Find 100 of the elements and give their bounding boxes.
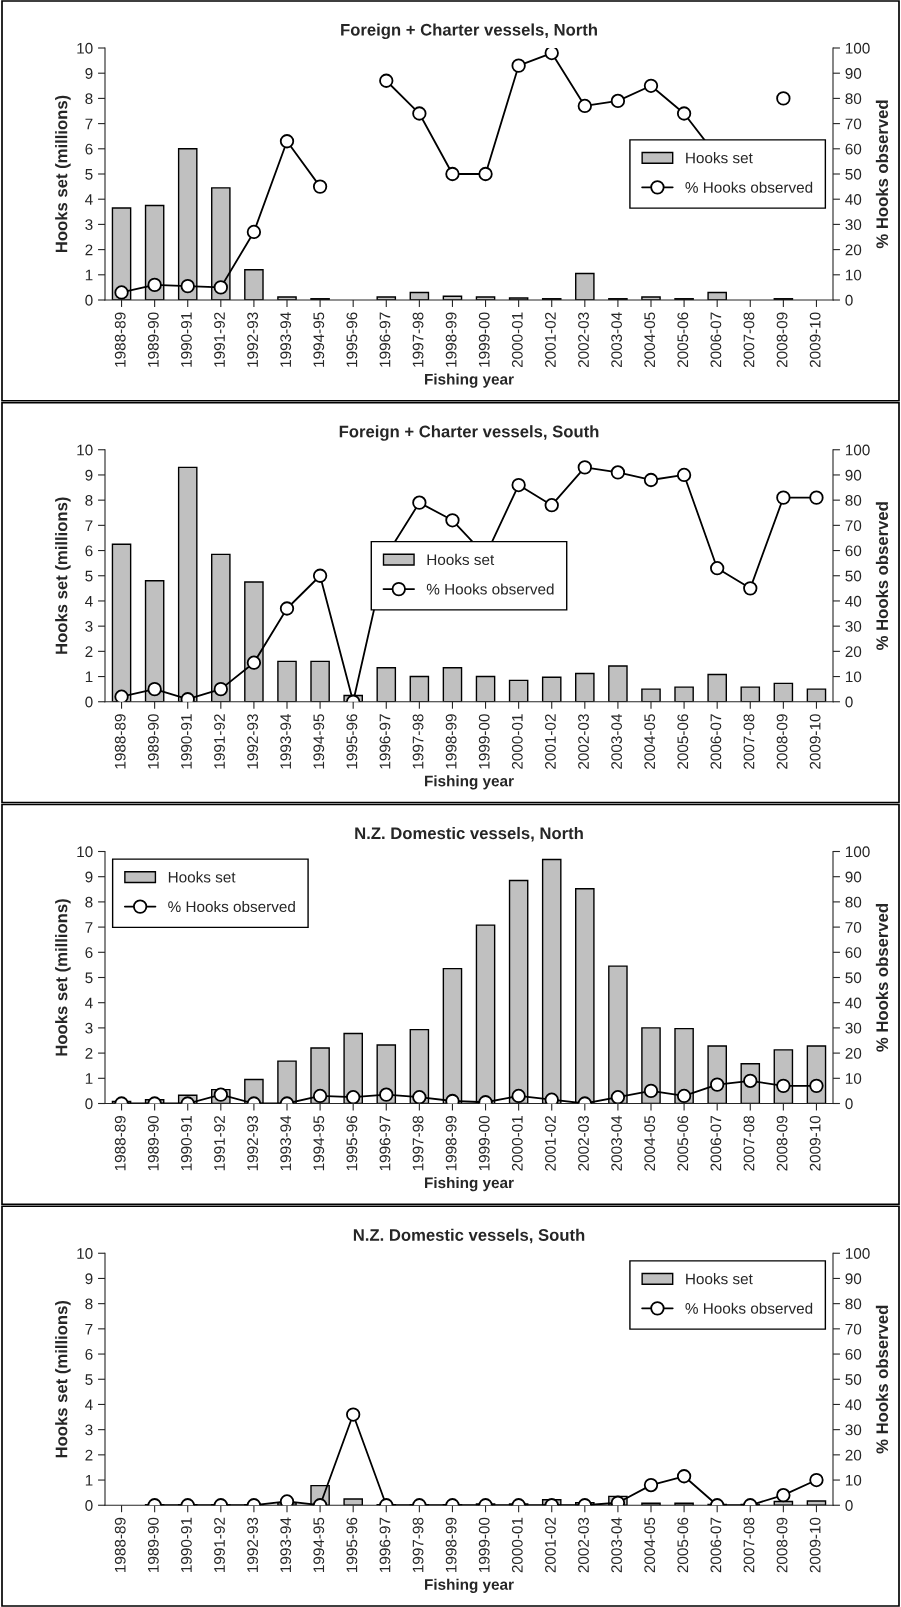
y2-tick-label: 30: [845, 621, 862, 632]
y-tick-label: 8: [85, 896, 93, 908]
x-tick-label: 1997-98: [412, 312, 424, 367]
x-tick-label: 1997-98: [412, 1517, 424, 1572]
y2-tick-label: 10: [845, 1073, 862, 1084]
y2-tick-label: 20: [845, 244, 862, 256]
x-tick-label: 2006-07: [710, 1517, 722, 1573]
y-tick-label: 4: [85, 997, 93, 1009]
y2-tick-label: 20: [845, 1449, 862, 1461]
y-axis-title: Hooks set (millions): [55, 95, 71, 253]
y2-tick-label: 70: [845, 520, 862, 532]
x-tick-label: 2000-01: [511, 312, 523, 368]
y2-tick-label: 100: [845, 846, 870, 858]
y2-axis-title: % Hooks observed: [875, 904, 889, 1052]
x-tick-label: 1996-97: [379, 714, 391, 769]
y-tick-label: 0: [85, 294, 93, 306]
legend-label: Hooks set: [427, 553, 495, 566]
x-axis-title: Fishing year: [425, 1578, 514, 1593]
y-tick-label: 0: [85, 1098, 93, 1110]
y-tick-label: 4: [85, 1399, 93, 1410]
x-tick-label: 1989-90: [147, 312, 159, 367]
x-tick-label: 1990-91: [181, 1517, 192, 1572]
x-tick-label: 2004-05: [644, 1517, 656, 1573]
x-tick-label: 1993-94: [280, 1517, 292, 1572]
x-tick-label: 1993-94: [280, 714, 292, 769]
x-tick-label: 2005-06: [677, 312, 689, 368]
y-axis-title: Hooks set (millions): [55, 899, 71, 1056]
y2-tick-label: 40: [845, 194, 862, 205]
x-tick-label: 2002-03: [578, 714, 589, 769]
y-tick-label: 4: [85, 595, 93, 607]
y-tick-label: 7: [85, 118, 93, 130]
x-tick-label: 1992-93: [247, 312, 259, 367]
x-tick-label: 1994-95: [313, 1517, 325, 1572]
y-tick-label: 7: [85, 922, 93, 933]
y2-tick-label: 60: [845, 1348, 862, 1360]
x-tick-label: 2006-07: [710, 1116, 722, 1171]
x-tick-label: 2002-03: [578, 312, 589, 368]
y-tick-label: 3: [85, 219, 93, 231]
x-tick-label: 2003-04: [611, 714, 623, 769]
chart-title: N.Z. Domestic vessels, South: [353, 1228, 585, 1244]
y2-tick-label: 80: [845, 495, 862, 506]
x-tick-label: 2002-03: [578, 1115, 589, 1171]
x-tick-label: 1992-93: [247, 1115, 259, 1171]
y-tick-label: 6: [85, 947, 93, 958]
legend-label: Hooks set: [686, 152, 753, 164]
y-tick-label: 3: [85, 1022, 93, 1034]
y-tick-label: 5: [85, 169, 93, 180]
x-tick-label: 2001-02: [545, 1517, 556, 1573]
y-tick-label: 1: [85, 1475, 93, 1486]
x-tick-label: 1993-94: [280, 1115, 292, 1171]
y-tick-label: 10: [77, 444, 93, 456]
x-tick-label: 1996-97: [379, 312, 391, 367]
x-tick-label: 2004-05: [644, 1115, 656, 1171]
y2-tick-label: 50: [845, 168, 862, 180]
y2-axis-title: % Hooks observed: [875, 1305, 889, 1454]
x-tick-label: 1998-99: [445, 1116, 457, 1171]
x-tick-label: 2009-10: [809, 312, 821, 368]
x-tick-label: 1992-93: [247, 714, 259, 769]
y2-tick-label: 0: [845, 294, 853, 306]
x-tick-label: 2000-01: [511, 714, 523, 769]
y-tick-label: 2: [85, 646, 93, 657]
y-tick-label: 5: [85, 1374, 93, 1385]
y-tick-label: 10: [77, 42, 93, 54]
x-axis-title: Fishing year: [425, 1176, 514, 1192]
x-tick-label: 2007-08: [743, 1115, 755, 1171]
y2-tick-label: 70: [845, 1323, 862, 1335]
y2-tick-label: 80: [845, 1298, 862, 1310]
y-tick-label: 8: [85, 495, 93, 506]
y2-tick-label: 100: [845, 42, 870, 54]
y-tick-label: 6: [85, 545, 93, 557]
x-tick-label: 1991-92: [214, 1116, 225, 1171]
x-tick-label: 2005-06: [677, 1115, 689, 1171]
x-tick-label: 1997-98: [412, 714, 424, 769]
x-tick-label: 2005-06: [677, 1517, 689, 1573]
y2-tick-label: 30: [845, 1022, 862, 1034]
x-tick-label: 2008-09: [776, 1116, 788, 1171]
y-tick-label: 10: [77, 1248, 93, 1259]
y2-tick-label: 40: [845, 595, 862, 607]
y2-tick-label: 30: [845, 219, 862, 231]
legend-label: % Hooks observed: [168, 900, 295, 913]
x-tick-label: 1995-96: [346, 312, 358, 367]
x-tick-label: 2008-09: [776, 714, 788, 769]
y-tick-label: 2: [85, 1449, 93, 1461]
x-tick-label: 2007-08: [743, 312, 755, 368]
y2-tick-label: 20: [845, 1047, 862, 1059]
y2-tick-label: 60: [845, 143, 862, 155]
x-tick-label: 1990-91: [181, 1116, 192, 1171]
x-tick-label: 1988-89: [114, 1116, 126, 1171]
y2-tick-label: 10: [845, 1474, 862, 1486]
y-tick-label: 1: [85, 1073, 93, 1084]
x-tick-label: 1989-90: [147, 714, 159, 769]
x-tick-label: 1990-91: [181, 714, 192, 769]
x-tick-label: 1991-92: [214, 1517, 225, 1572]
chart-title: N.Z. Domestic vessels, North: [355, 826, 583, 842]
y-tick-label: 6: [85, 1348, 93, 1360]
y-tick-label: 3: [85, 1424, 93, 1436]
y-tick-label: 0: [85, 696, 93, 708]
x-tick-label: 2006-07: [710, 312, 722, 368]
x-tick-label: 1999-00: [478, 1517, 490, 1572]
y2-tick-label: 40: [845, 1399, 862, 1411]
